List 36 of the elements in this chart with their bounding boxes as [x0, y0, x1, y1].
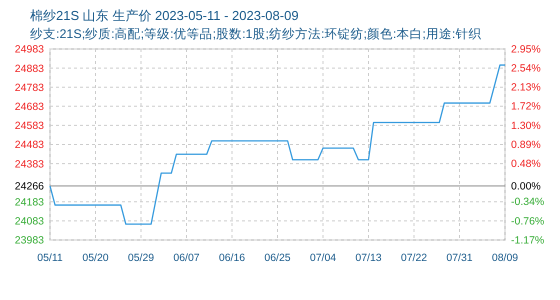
x-tick-label: 07/22	[400, 252, 428, 264]
x-tick-label: 07/04	[310, 252, 336, 264]
y-tick-label: 24583	[14, 120, 44, 132]
x-tick-label: 05/20	[82, 252, 109, 264]
x-tick-label: 07/13	[355, 252, 382, 264]
y-tick-label: 24883	[14, 62, 44, 75]
y2-tick-label: 0.48%	[511, 158, 541, 170]
y2-tick-label: 0.89%	[511, 139, 541, 152]
y2-tick-label: 2.13%	[511, 82, 541, 94]
y-tick-label: 24266	[14, 180, 44, 193]
x-tick-label: 05/29	[128, 252, 154, 264]
x-tick-label: 06/07	[173, 252, 200, 264]
y2-tick-label: 1.30%	[511, 120, 541, 132]
chart-title: 棉纱21S 山东 生产价 2023-05-11 - 2023-08-09	[30, 8, 299, 23]
x-tick-label: 05/11	[37, 252, 63, 264]
y2-tick-label: 1.72%	[511, 100, 541, 113]
y-tick-label: 24483	[14, 139, 44, 152]
y2-tick-label: 2.95%	[511, 44, 541, 56]
y2-tick-label: 0.00%	[511, 180, 541, 192]
x-tick-label: 08/09	[492, 252, 518, 264]
y2-tick-label: -0.76%	[511, 216, 544, 228]
y-tick-label: 24683	[14, 100, 44, 113]
y-tick-label: 24783	[14, 82, 44, 94]
y-tick-label: 24383	[14, 158, 44, 170]
y-tick-label: 24183	[14, 196, 44, 208]
y-tick-label: 24083	[14, 216, 44, 228]
y2-tick-label: 2.54%	[511, 62, 541, 75]
line-series	[49, 64, 506, 225]
y-tick-label: 23983	[14, 234, 44, 247]
y-tick-label: 24983	[14, 44, 44, 56]
y2-tick-label: -1.17%	[511, 234, 544, 247]
x-tick-label: 07/31	[446, 252, 473, 264]
chart-subtitle: 纱支:21S;纱质:高配;等级:优等品;股数:1股;纺纱方法:环锭纺;颜色:本白;用途:针织	[30, 26, 482, 41]
x-tick-label: 06/25	[264, 252, 291, 264]
y2-tick-label: -0.34%	[511, 196, 544, 208]
x-tick-label: 06/16	[218, 252, 246, 264]
